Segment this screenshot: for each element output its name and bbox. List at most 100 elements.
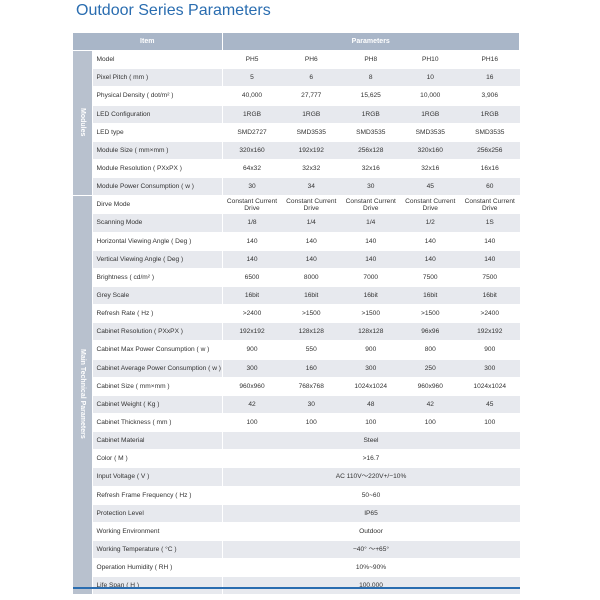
table-row: Modules Model PH5 PH6 PH8 PH10 PH16 xyxy=(73,50,520,197)
value-cell: 140 xyxy=(460,250,520,269)
value-cell: 48 xyxy=(341,395,401,414)
value-cell: 100 xyxy=(281,413,341,433)
value-cell: 42 xyxy=(222,395,282,414)
item-label: Operation Humidity ( RH ) xyxy=(92,558,223,578)
header-row: Item Parameters xyxy=(73,33,520,52)
item-label: Horizontal Viewing Angle ( Deg ) xyxy=(92,232,223,251)
item-label: Cabinet Resolution ( PXxPX ) xyxy=(92,322,223,342)
table-row: Cabinet Max Power Consumption ( w ) 900 55… xyxy=(73,340,520,360)
value-cell: >1500 xyxy=(341,304,401,324)
value-cell: 16bit xyxy=(460,286,520,306)
group-label: Main Technical Parameters xyxy=(78,349,86,440)
value-cell: 1024x1024 xyxy=(460,377,520,396)
value-cell: 140 xyxy=(400,232,460,251)
item-label: Module Resolution ( PXxPX ) xyxy=(92,159,223,179)
value-cell: 64x32 xyxy=(222,159,282,179)
value-cell: 1/4 xyxy=(281,213,341,233)
table-row: Vertical Viewing Angle ( Deg ) 140 140 140 1… xyxy=(73,250,520,269)
item-label: Cabinet Material xyxy=(92,431,223,451)
value-cell: >2400 xyxy=(222,304,282,324)
value-cell: 7500 xyxy=(460,268,520,287)
value-cell: 8000 xyxy=(281,268,341,287)
value-cell: 27,777 xyxy=(281,86,341,106)
item-label: LED Configuration xyxy=(92,105,223,124)
value-cell: 60 xyxy=(460,177,520,197)
item-label: Cabinet Thickness ( mm ) xyxy=(92,413,223,433)
item-label: Cabinet Average Power Consumption ( w ) xyxy=(92,359,223,378)
value-cell: 45 xyxy=(460,395,520,414)
title: Outdoor Series Parameters xyxy=(76,2,271,19)
value-cell: PH6 xyxy=(281,50,341,70)
table-row: Physical Density ( dot/m² ) 40,000 27,777 1… xyxy=(73,86,520,106)
table-row: Refresh Rate ( Hz ) >2400 >1500 >1500 >1500 >… xyxy=(73,304,520,324)
value-cell: >1500 xyxy=(281,304,341,324)
table-body: Modules Model PH5 PH6 PH8 PH10 PH16 Pixel Pitch… xyxy=(73,50,520,596)
table-row: Main Technical Parameters Dirve Mode Const… xyxy=(73,195,520,596)
value-cell: 5 xyxy=(222,68,282,88)
value-cell: 50~60 xyxy=(222,486,520,505)
item-label: Cabinet Max Power Consumption ( w ) xyxy=(92,340,223,360)
table-row: Working Environment Outdoor xyxy=(73,522,520,541)
item-label: Input Voltage ( V ) xyxy=(92,467,223,487)
group-label: Modules xyxy=(78,108,86,137)
value-cell: Outdoor xyxy=(222,522,520,541)
item-label: Pixel Pitch ( mm ) xyxy=(92,68,223,88)
value-cell: 1RGB xyxy=(460,105,520,124)
value-cell: 10 xyxy=(400,68,460,88)
value-cell: 1/2 xyxy=(400,213,460,233)
value-cell: 30 xyxy=(281,395,341,414)
value-cell: 320x160 xyxy=(222,141,282,160)
table-row: LED type SMD2727 SMD3535 SMD3535 SMD3535 SMD3… xyxy=(73,123,520,142)
item-label: Cabinet Weight ( Kg ) xyxy=(92,395,223,414)
value-cell: 7500 xyxy=(400,268,460,287)
group-cell: Main Technical Parameters xyxy=(73,195,93,596)
value-cell: 256x128 xyxy=(341,141,401,160)
value-cell: 140 xyxy=(222,232,282,251)
value-cell: >16.7 xyxy=(222,449,520,469)
value-cell: >1500 xyxy=(400,304,460,324)
table-row: Pixel Pitch ( mm ) 5 6 8 10 16 xyxy=(73,68,520,88)
value-cell: 140 xyxy=(281,250,341,269)
value-cell: 16bit xyxy=(281,286,341,306)
item-label: Refresh Rate ( Hz ) xyxy=(92,304,223,324)
value-cell: 10%~90% xyxy=(222,558,520,578)
value-cell: 16x16 xyxy=(460,159,520,179)
value-cell: PH16 xyxy=(460,50,520,70)
value-cell: 42 xyxy=(400,395,460,414)
value-cell: 32x16 xyxy=(341,159,401,179)
group-cell: Modules xyxy=(73,50,93,197)
value-cell: 30 xyxy=(222,177,282,197)
item-label: LED type xyxy=(92,123,223,142)
item-label: Scanning Mode xyxy=(92,213,223,233)
value-cell: 900 xyxy=(460,340,520,360)
table-row: Operation Humidity ( RH ) 10%~90% xyxy=(73,558,520,578)
value-cell: 140 xyxy=(341,232,401,251)
item-label: Brightness ( cd/m² ) xyxy=(92,268,223,287)
value-cell: 192x192 xyxy=(281,141,341,160)
value-cell: 140 xyxy=(341,250,401,269)
value-cell: 16bit xyxy=(222,286,282,306)
value-cell: 34 xyxy=(281,177,341,197)
value-cell: 128x128 xyxy=(281,322,341,342)
table-row: Scanning Mode 1/8 1/4 1/4 1/2 1S xyxy=(73,213,520,233)
value-cell: 192x192 xyxy=(222,322,282,342)
value-cell: 900 xyxy=(222,340,282,360)
value-cell: 1RGB xyxy=(281,105,341,124)
value-cell: 300 xyxy=(222,359,282,378)
value-cell: −40° ～+65° xyxy=(222,540,520,560)
value-cell: 140 xyxy=(222,250,282,269)
value-cell: 1024x1024 xyxy=(341,377,401,396)
value-cell: 3,906 xyxy=(460,86,520,106)
item-label: Protection Level xyxy=(92,504,223,523)
table-row: Refresh Frame Frequency ( Hz ) 50~60 xyxy=(73,486,520,505)
value-cell: Constant Current Drive xyxy=(460,195,520,215)
value-cell: 320x160 xyxy=(400,141,460,160)
value-cell: 768x768 xyxy=(281,377,341,396)
bottom-rule xyxy=(73,587,520,589)
value-cell: 100 xyxy=(341,413,401,433)
value-cell: PH10 xyxy=(400,50,460,70)
value-cell: 300 xyxy=(460,359,520,378)
value-cell: SMD3535 xyxy=(281,123,341,142)
value-cell: 96x96 xyxy=(400,322,460,342)
